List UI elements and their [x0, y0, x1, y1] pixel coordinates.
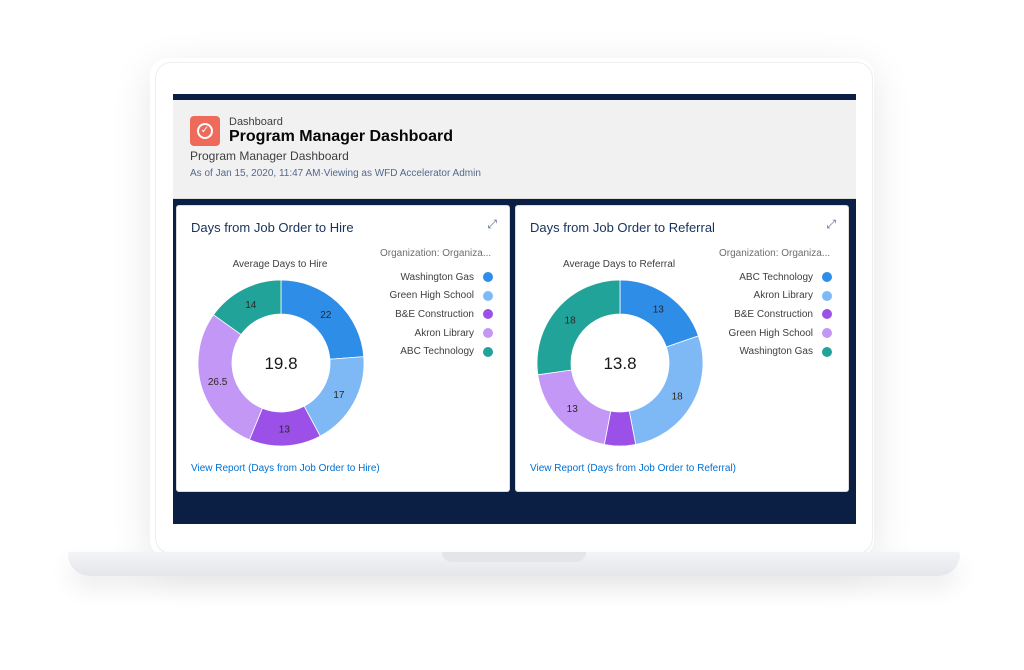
legend-swatch: [483, 328, 493, 339]
card-title: Days from Job Order to Hire: [191, 220, 354, 235]
legend-header: Organization: Organiza...: [719, 248, 831, 259]
legend: ABC Technology Akron Library B&E Construct…: [728, 268, 832, 361]
legend-item[interactable]: Washington Gas: [390, 268, 493, 287]
legend-label: Akron Library: [414, 327, 474, 339]
donut-center-value: 19.8: [264, 354, 297, 373]
legend-swatch: [483, 272, 493, 283]
legend-item[interactable]: Washington Gas: [729, 342, 832, 361]
legend-label: B&E Construction: [734, 308, 813, 320]
view-report-link[interactable]: View Report (Days from Job Order to Refe…: [530, 463, 736, 474]
legend-item[interactable]: ABC Technology: [390, 342, 493, 361]
legend-item[interactable]: Akron Library: [729, 287, 832, 306]
dashboard-app-icon: ✓: [190, 116, 220, 146]
page-title: Program Manager Dashboard: [229, 128, 454, 145]
legend: Washington Gas Green High School B&E Const…: [389, 268, 493, 361]
donut-chart[interactable]: 13 18 13 18 13.8: [535, 278, 705, 448]
donut-center-value: 13.8: [603, 354, 636, 373]
legend-label: Akron Library: [753, 290, 813, 302]
chart-subtitle: Average Days to Hire: [232, 259, 328, 270]
legend-label: ABC Technology: [400, 346, 474, 358]
legend-item[interactable]: Green High School: [389, 287, 493, 306]
legend-swatch: [822, 272, 832, 283]
slice-data-label: 13: [279, 424, 291, 435]
legend-swatch: [483, 309, 493, 320]
donut-chart[interactable]: 22 17 13 26.5 14 19.8: [196, 278, 366, 448]
legend-swatch: [822, 290, 832, 301]
page-subtitle: Program Manager Dashboard: [190, 149, 349, 163]
slice-data-label: 18: [672, 392, 684, 403]
dashboard-header: ✓ Dashboard Program Manager Dashboard Pr…: [173, 100, 856, 199]
legend-item[interactable]: B&E Construction: [390, 305, 493, 324]
expand-icon[interactable]: ⤢: [826, 217, 836, 231]
legend-label: ABC Technology: [739, 271, 813, 283]
legend-item[interactable]: ABC Technology: [729, 268, 832, 287]
slice-data-label: 14: [245, 300, 257, 311]
donut-slice[interactable]: [628, 335, 704, 445]
legend-label: Washington Gas: [400, 271, 474, 283]
card-title: Days from Job Order to Referral: [530, 220, 715, 235]
view-report-link[interactable]: View Report (Days from Job Order to Hire…: [191, 463, 380, 474]
laptop-notch: [442, 552, 586, 562]
legend-swatch: [822, 346, 832, 357]
chart-subtitle: Average Days to Referral: [562, 259, 676, 270]
slice-data-label: 17: [333, 390, 345, 401]
legend-item[interactable]: Akron Library: [390, 324, 493, 343]
slice-data-label: 22: [320, 310, 332, 321]
legend-swatch: [483, 290, 493, 301]
legend-swatch: [822, 328, 832, 339]
legend-header: Organization: Organiza...: [380, 248, 492, 259]
slice-data-label: 18: [565, 315, 577, 326]
legend-swatch: [483, 346, 493, 357]
legend-label: Washington Gas: [739, 346, 813, 358]
legend-item[interactable]: Green High School: [728, 324, 832, 343]
breadcrumb[interactable]: Dashboard: [229, 116, 283, 128]
donut-slice[interactable]: [212, 279, 282, 336]
legend-label: Green High School: [389, 290, 475, 302]
slice-data-label: 13: [653, 305, 665, 316]
legend-label: Green High School: [728, 327, 814, 339]
dashboard-screen: ✓ Dashboard Program Manager Dashboard Pr…: [173, 94, 856, 524]
slice-data-label: 13: [567, 404, 579, 415]
as-of-text: As of Jan 15, 2020, 11:47 AM·Viewing as …: [190, 168, 481, 179]
expand-icon[interactable]: ⤢: [487, 217, 497, 231]
card-days-to-hire: Days from Job Order to Hire ⤢ Average Da…: [176, 205, 510, 492]
card-days-to-referral: Days from Job Order to Referral ⤢ Averag…: [515, 205, 849, 492]
legend-label: B&E Construction: [395, 308, 474, 320]
donut-slice[interactable]: [536, 279, 621, 376]
slice-data-label: 26.5: [208, 377, 228, 388]
legend-swatch: [822, 309, 832, 320]
legend-item[interactable]: B&E Construction: [729, 305, 832, 324]
